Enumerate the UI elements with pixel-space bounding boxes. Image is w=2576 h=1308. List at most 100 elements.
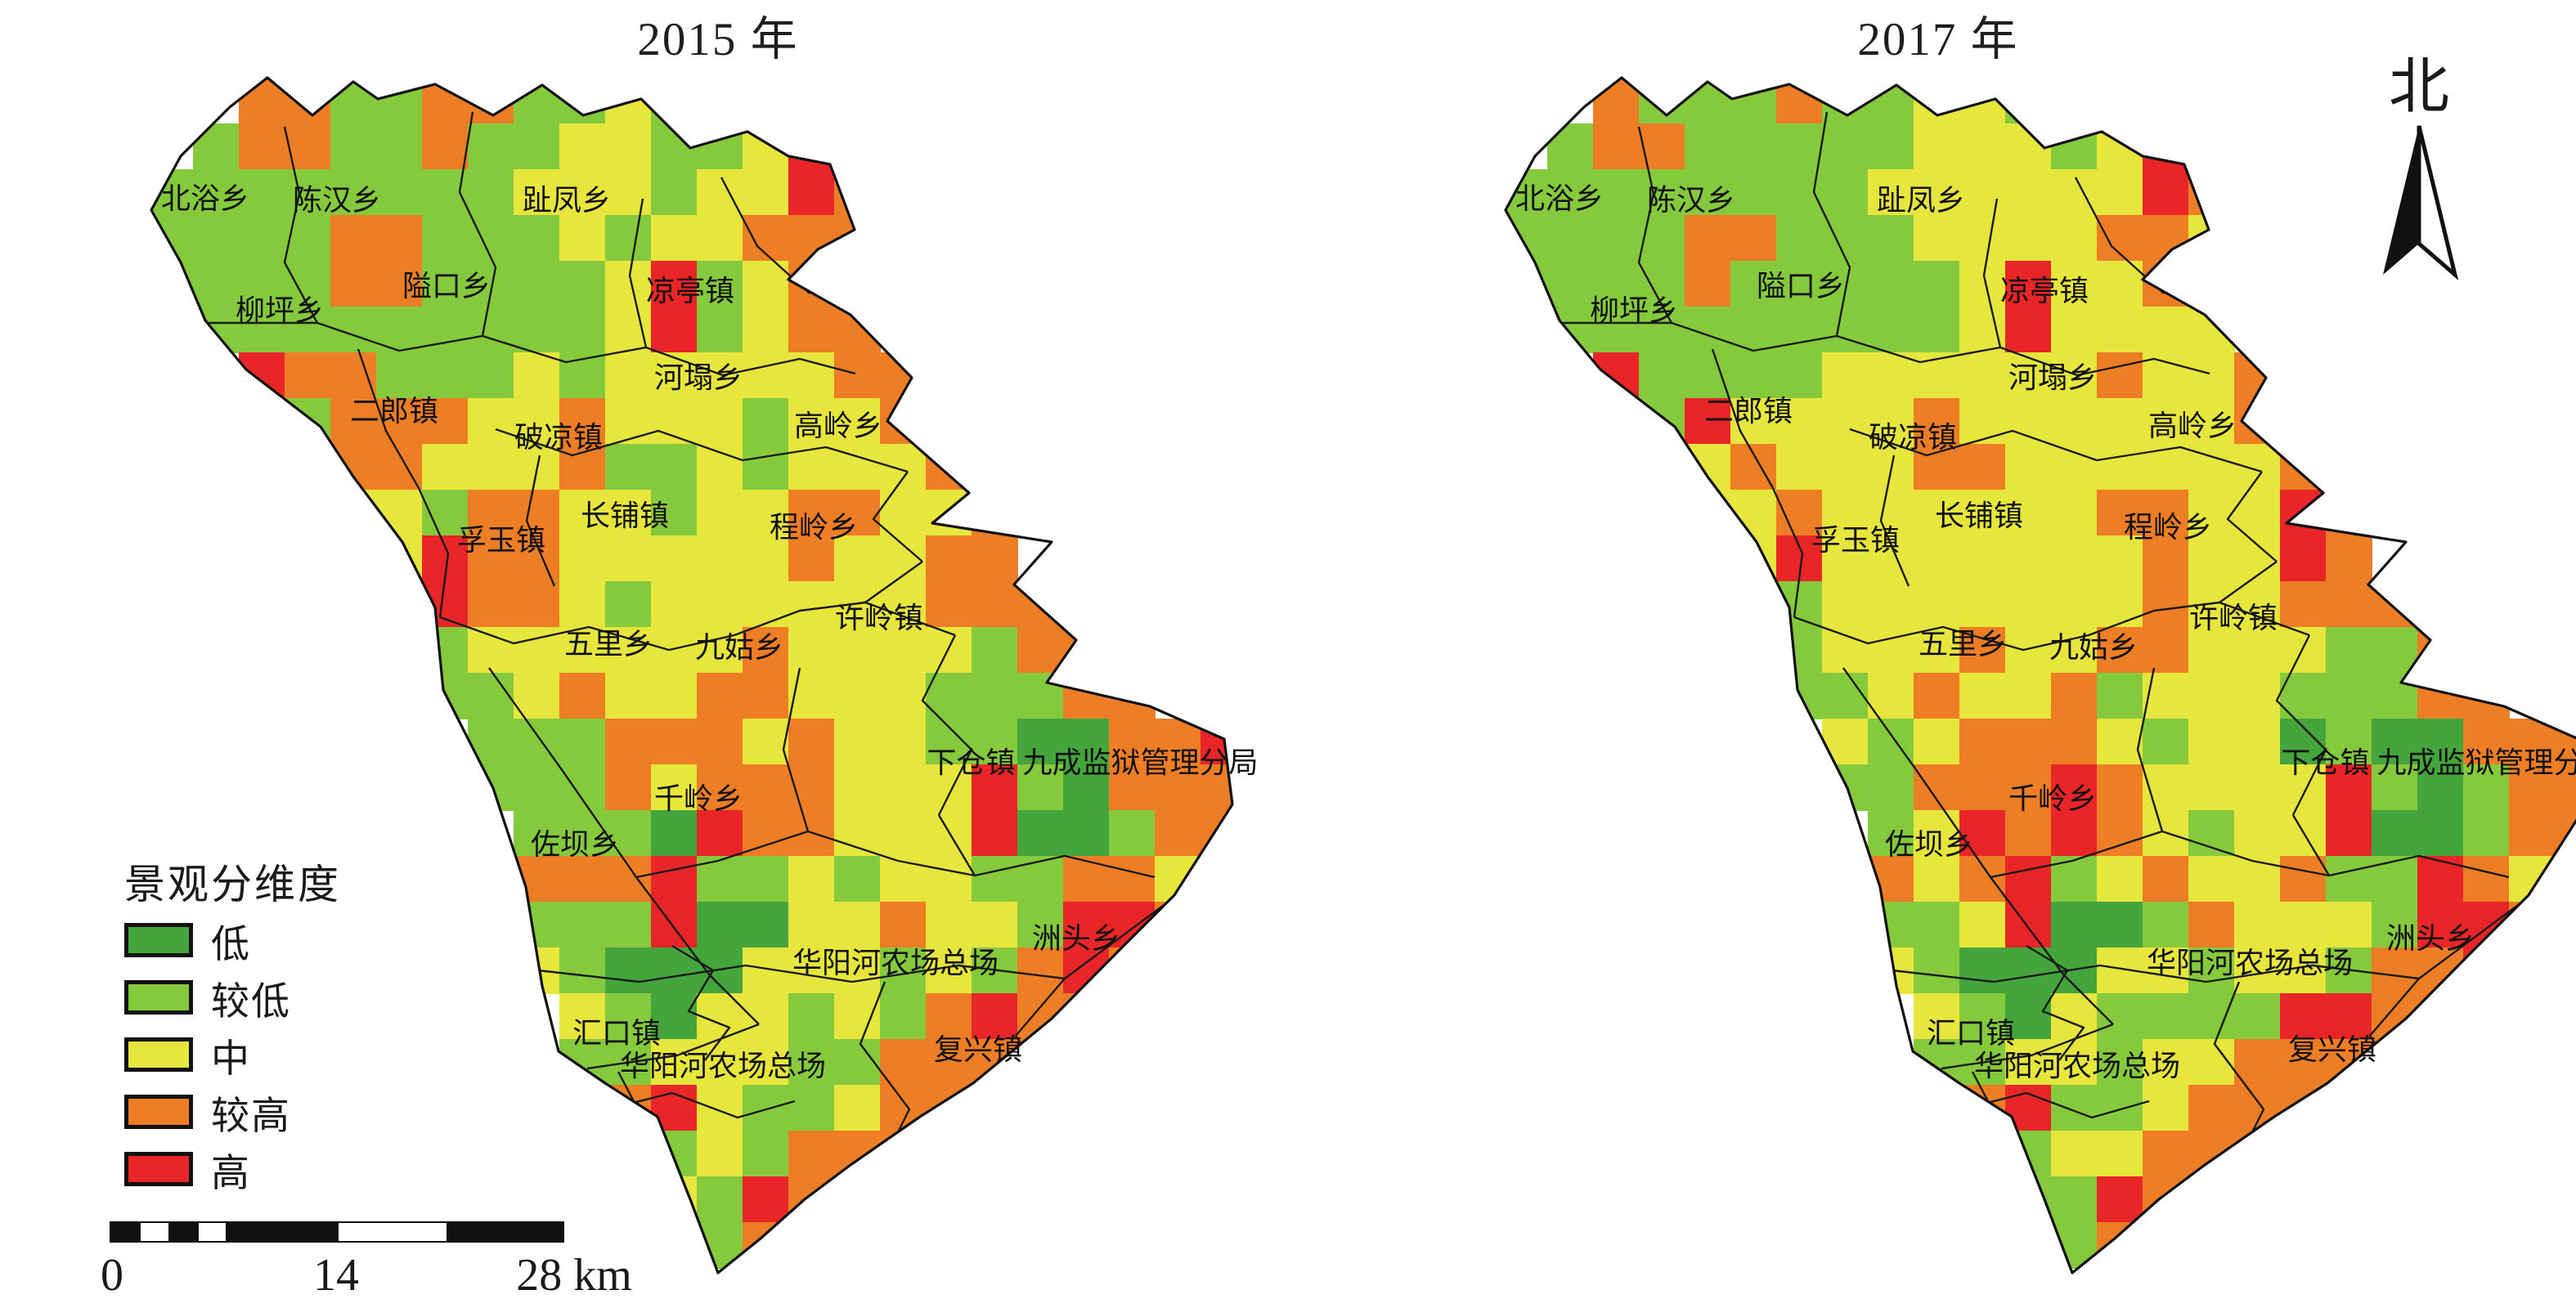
grid-cell (697, 352, 743, 399)
grid-cell (193, 261, 240, 307)
grid-cell (926, 947, 972, 994)
town-label: 北浴乡 (161, 182, 249, 215)
grid-cell (1914, 535, 1960, 582)
grid-cell (1730, 535, 1777, 582)
grid-cell (1017, 902, 1064, 948)
grid-cell (376, 123, 423, 170)
grid-cell (2005, 215, 2052, 262)
grid-cell (1685, 123, 1731, 170)
grid-cell (2234, 444, 2281, 490)
grid-cell (2280, 993, 2327, 1040)
grid-cell (1959, 444, 2006, 490)
grid-cell (880, 673, 927, 719)
grid-cell (788, 490, 835, 536)
grid-cell (1017, 627, 1064, 674)
grid-cell (2097, 1085, 2143, 1131)
grid-cell (1685, 261, 1731, 307)
grid-cell (2051, 490, 2098, 536)
grid-cell (2051, 307, 2098, 353)
grid-cell (2188, 764, 2235, 811)
grid-cell (1639, 307, 1685, 353)
grid-cell (2097, 123, 2143, 170)
grid-cell (1914, 947, 1960, 994)
town-label: 趾凤乡 (1877, 184, 1965, 217)
grid-cell (2372, 719, 2418, 765)
grid-cell (2143, 490, 2189, 536)
grid-cell (926, 1039, 972, 1086)
grid-cell (2143, 947, 2189, 994)
grid-cell (1593, 261, 1640, 307)
scalebar-tick-28: 28 km (516, 1250, 632, 1301)
grid-cell (1155, 947, 1201, 994)
grid-cell (1063, 856, 1110, 903)
grid-cell (697, 215, 743, 262)
grid-cell (972, 627, 1018, 674)
grid-cell (788, 535, 835, 582)
grid-cell (1868, 764, 1914, 811)
grid-cell (743, 123, 789, 170)
grid-cell (2143, 307, 2189, 353)
grid-cell (559, 398, 606, 445)
grid-cell (1063, 764, 1110, 811)
grid-cell (1914, 764, 1960, 811)
grid-cell (468, 719, 514, 765)
grid-cell (468, 169, 514, 216)
grid-cell (1639, 215, 1685, 262)
grid-cell (2005, 947, 2052, 994)
grid-cell (834, 947, 881, 994)
grid-cell (1017, 581, 1064, 628)
grid-cell (972, 719, 1018, 765)
grid-cell (559, 627, 606, 674)
grid-cell (651, 764, 698, 811)
town-label: 孚玉镇 (457, 524, 545, 557)
grid-cell (2234, 1039, 2281, 1086)
grid-cell (1914, 78, 1960, 124)
grid-cell (743, 1176, 789, 1223)
grid-cell (1959, 719, 2006, 765)
town-label: 河塌乡 (654, 361, 743, 394)
grid-cell (2326, 902, 2372, 948)
grid-cell (697, 1085, 743, 1131)
grid-cell (559, 673, 606, 719)
grid-cell (605, 673, 652, 719)
legend-title: 景观分维度 (124, 862, 341, 907)
grid-cell (559, 856, 606, 903)
grid-cell (605, 581, 652, 628)
north-label: 北 (2389, 54, 2449, 121)
grid-cell (2097, 764, 2143, 811)
grid-cell (697, 261, 743, 307)
grid-cell (2463, 856, 2510, 903)
town-label: 下仓镇 九成监狱管理分局 (927, 746, 1258, 779)
grid-cell (468, 535, 514, 582)
town-label: 九姑乡 (2049, 631, 2138, 664)
grid-cell (788, 627, 835, 674)
grid-cell (2143, 1039, 2189, 1086)
grid-cell (743, 535, 789, 582)
grid-cell (2143, 1085, 2189, 1131)
grid-cell (834, 673, 881, 719)
grid-cell (788, 902, 835, 948)
grid-cell (2005, 902, 2052, 948)
scalebar-segment (198, 1223, 227, 1241)
grid-cell (2097, 993, 2143, 1040)
grid-cell (2417, 902, 2464, 948)
town-label: 洲头乡 (2386, 922, 2475, 955)
grid-cell (834, 1085, 881, 1131)
grid-cell (2097, 856, 2143, 903)
grid-cell (2234, 627, 2281, 674)
grid-cell (1109, 764, 1156, 811)
grid-cell (1868, 581, 1914, 628)
grid-cell (2051, 764, 2098, 811)
grid-cell (1593, 123, 1640, 170)
grid-cell (559, 261, 606, 307)
town-label: 长铺镇 (1935, 499, 2023, 532)
grid-cell (926, 993, 972, 1040)
legend-swatch-low (124, 923, 193, 957)
grid-cell (2051, 1131, 2098, 1177)
grid-cell (605, 261, 652, 307)
grid-cell (514, 581, 560, 628)
grid-cell (2280, 444, 2327, 490)
grid-cell (1593, 352, 1640, 399)
grid-cell (422, 398, 469, 445)
grid-cell (2234, 764, 2281, 811)
